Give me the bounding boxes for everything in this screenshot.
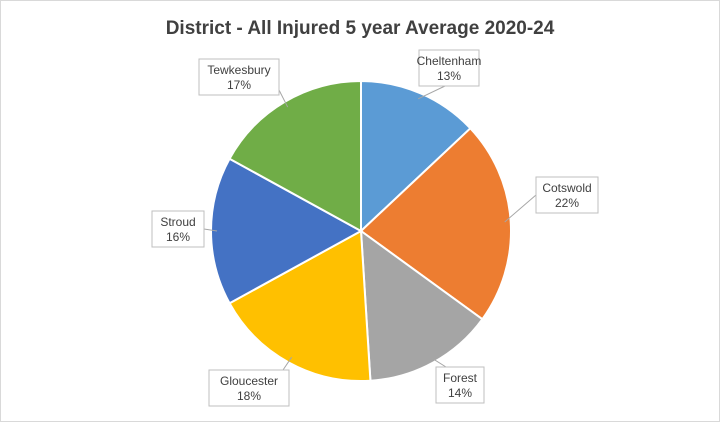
- data-label-box: [208, 369, 290, 407]
- data-label-box: [198, 58, 280, 96]
- leader-line-stroud: [203, 228, 218, 232]
- data-label-value: 18%: [237, 389, 261, 403]
- data-label-value: 16%: [166, 230, 190, 244]
- data-label-box: [151, 210, 205, 248]
- leader-line-gloucester: [282, 356, 293, 371]
- data-label-box: [418, 49, 480, 87]
- leader-line-cheltenham: [417, 85, 446, 100]
- chart-title: District - All Injured 5 year Average 20…: [166, 18, 555, 39]
- data-label-name: Gloucester: [220, 374, 278, 388]
- data-label-name: Cheltenham: [417, 54, 482, 68]
- pie-slices: [210, 79, 512, 382]
- data-label-name: Tewkesbury: [207, 63, 270, 77]
- data-label-value: 13%: [437, 69, 461, 83]
- label-leader-lines: [203, 85, 537, 371]
- pie-slice-gloucester: [228, 229, 372, 382]
- leader-line-cotswold: [504, 194, 537, 223]
- pie-slice-stroud: [210, 157, 364, 305]
- pie-slice-cheltenham: [360, 79, 472, 234]
- data-label-value: 22%: [555, 196, 579, 210]
- data-label-value: 14%: [448, 386, 472, 400]
- pie-slice-forest: [359, 228, 484, 382]
- data-label-name: Forest: [443, 371, 478, 385]
- data-label-name: Cotswold: [542, 181, 591, 195]
- leader-line-tewkesbury: [278, 89, 289, 108]
- pie-slice-cotswold: [359, 126, 512, 321]
- data-label-box: [435, 366, 485, 404]
- leader-line-forest: [430, 356, 447, 368]
- data-label-value: 17%: [227, 78, 251, 92]
- data-label-box: [535, 176, 599, 214]
- data-label-name: Stroud: [160, 215, 195, 229]
